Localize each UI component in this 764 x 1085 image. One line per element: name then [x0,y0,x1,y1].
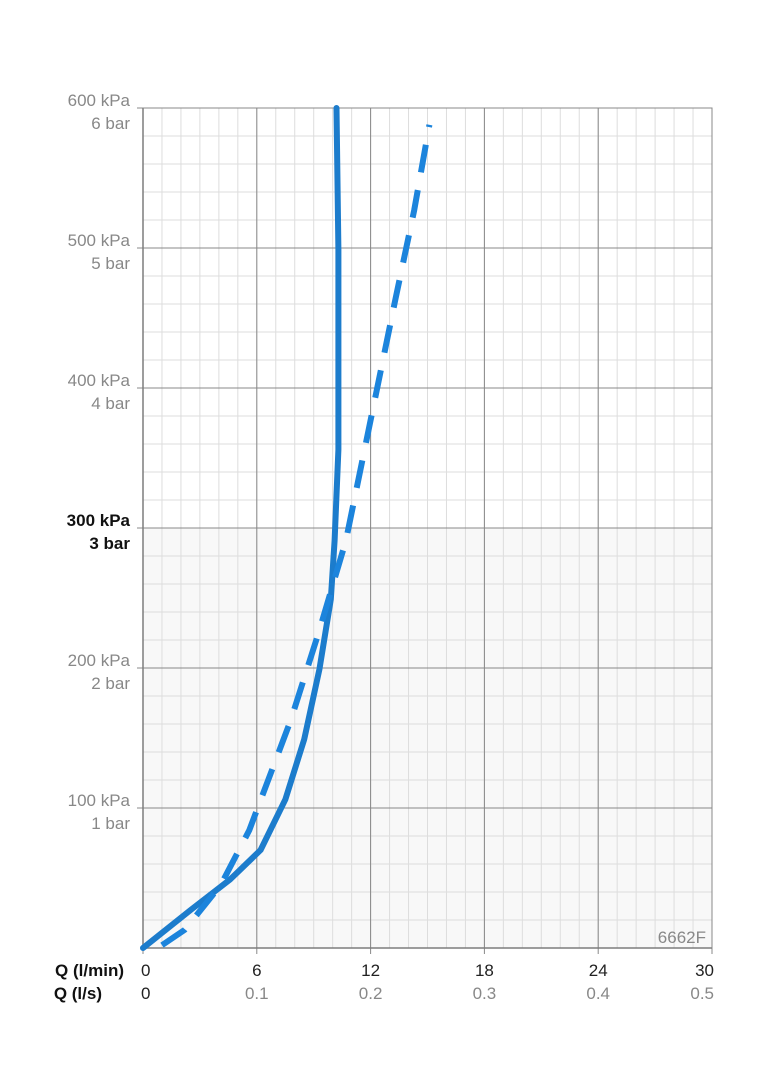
y2-tick-label: 5 bar [91,254,130,273]
x-tick-label: 30 [695,961,714,980]
y-tick-label: 100 kPa [68,791,131,810]
y-tick-label: 500 kPa [68,231,131,250]
x-axis-label: Q (l/min) [55,961,124,980]
x-tick-label: 12 [361,961,380,980]
y-tick-label: 400 kPa [68,371,131,390]
y2-tick-label: 2 bar [91,674,130,693]
y2-tick-label: 3 bar [89,534,130,553]
x2-tick-label: 0.3 [473,984,497,1003]
x2-tick-label: 0 [141,984,150,1003]
curve [160,124,433,948]
x-tick-label: 18 [475,961,494,980]
curve [140,105,342,951]
y-tick-label: 200 kPa [68,651,131,670]
x2-tick-label: 0.5 [690,984,714,1003]
y-tick-label: 600 kPa [68,91,131,110]
x-tick-label: 0 [141,961,150,980]
x-tick-label: 24 [589,961,608,980]
y2-tick-label: 1 bar [91,814,130,833]
x2-tick-label: 0.1 [245,984,269,1003]
y2-tick-label: 4 bar [91,394,130,413]
x2-tick-label: 0.2 [359,984,383,1003]
y2-tick-label: 6 bar [91,114,130,133]
x-tick-label: 6 [252,961,261,980]
code-label: 6662F [658,928,706,947]
x2-axis-label: Q (l/s) [54,984,102,1003]
y-tick-label: 300 kPa [67,511,131,530]
plot-border [142,107,713,949]
x2-tick-label: 0.4 [586,984,610,1003]
